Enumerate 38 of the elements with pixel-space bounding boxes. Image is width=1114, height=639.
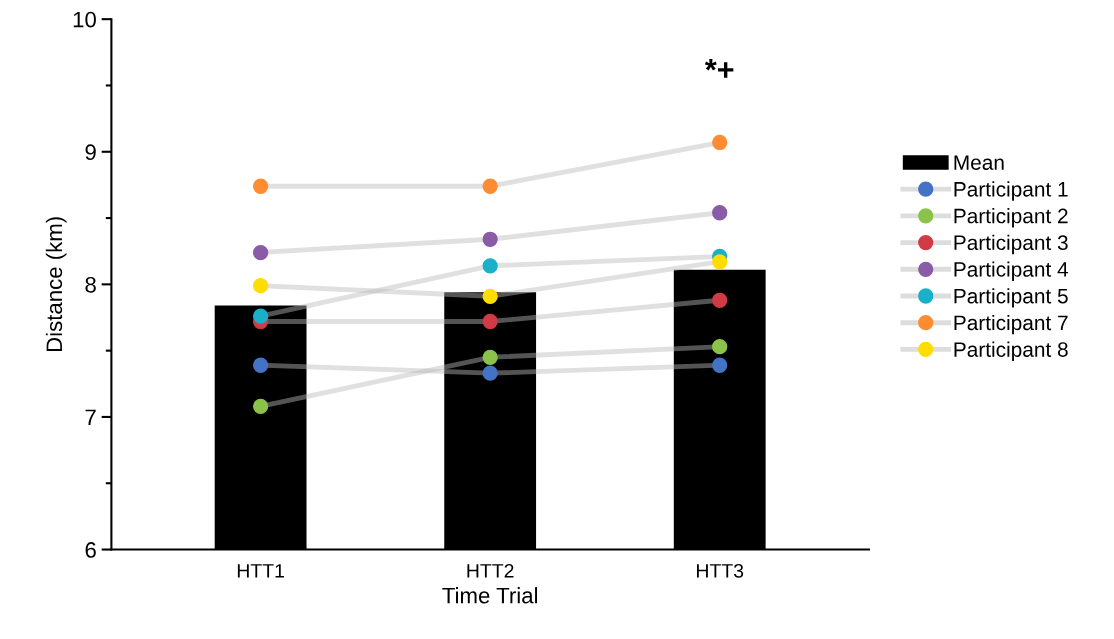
point (712, 205, 728, 221)
x-tick-label: HTT3 (697, 563, 744, 578)
point (712, 339, 728, 355)
y-tick-label: 9 (85, 144, 96, 161)
legend-label: Participant 7 (954, 314, 1068, 335)
y-tick-label: 6 (85, 542, 96, 558)
point (482, 365, 498, 381)
y-tick-label: 10 (73, 11, 96, 28)
point (482, 349, 498, 365)
x-tick-label: HTT2 (467, 563, 514, 578)
point (712, 357, 728, 373)
point (482, 178, 498, 194)
y-tick-label: 7 (85, 409, 96, 425)
legend-label: Participant 5 (954, 288, 1068, 308)
point (252, 178, 269, 194)
legend-label: Mean (954, 155, 1004, 170)
x-tick-label: HTT1 (237, 564, 284, 578)
legend-label: Participant 1 (954, 181, 1068, 201)
point (712, 292, 728, 308)
legend-label: Participant 3 (954, 234, 1068, 255)
point (712, 254, 728, 270)
point (482, 231, 498, 247)
y-axis-title: Distance (km) (45, 217, 67, 352)
y-tick-label: 8 (85, 276, 96, 293)
legend-label: Participant 2 (954, 208, 1068, 228)
point (252, 244, 269, 261)
legend-label: Participant 4 (954, 261, 1069, 281)
legend-label: Participant 8 (954, 341, 1068, 362)
point (712, 134, 728, 151)
point (252, 278, 269, 294)
point (482, 288, 498, 304)
point (252, 308, 269, 324)
x-axis-title: Time Trial (442, 587, 538, 604)
point (252, 398, 269, 414)
point (482, 258, 498, 274)
point (252, 357, 269, 373)
point (482, 313, 498, 330)
annotation: *+ (704, 59, 734, 78)
